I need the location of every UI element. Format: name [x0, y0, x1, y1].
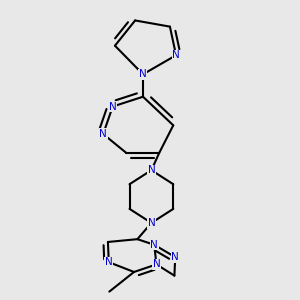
- Text: N: N: [109, 101, 117, 112]
- Text: N: N: [172, 50, 180, 60]
- Text: N: N: [148, 218, 155, 228]
- Text: N: N: [153, 260, 160, 269]
- Text: N: N: [150, 240, 158, 250]
- Text: N: N: [148, 165, 155, 175]
- Text: N: N: [139, 69, 147, 79]
- Text: N: N: [171, 252, 179, 262]
- Text: N: N: [99, 129, 107, 139]
- Text: N: N: [105, 257, 113, 267]
